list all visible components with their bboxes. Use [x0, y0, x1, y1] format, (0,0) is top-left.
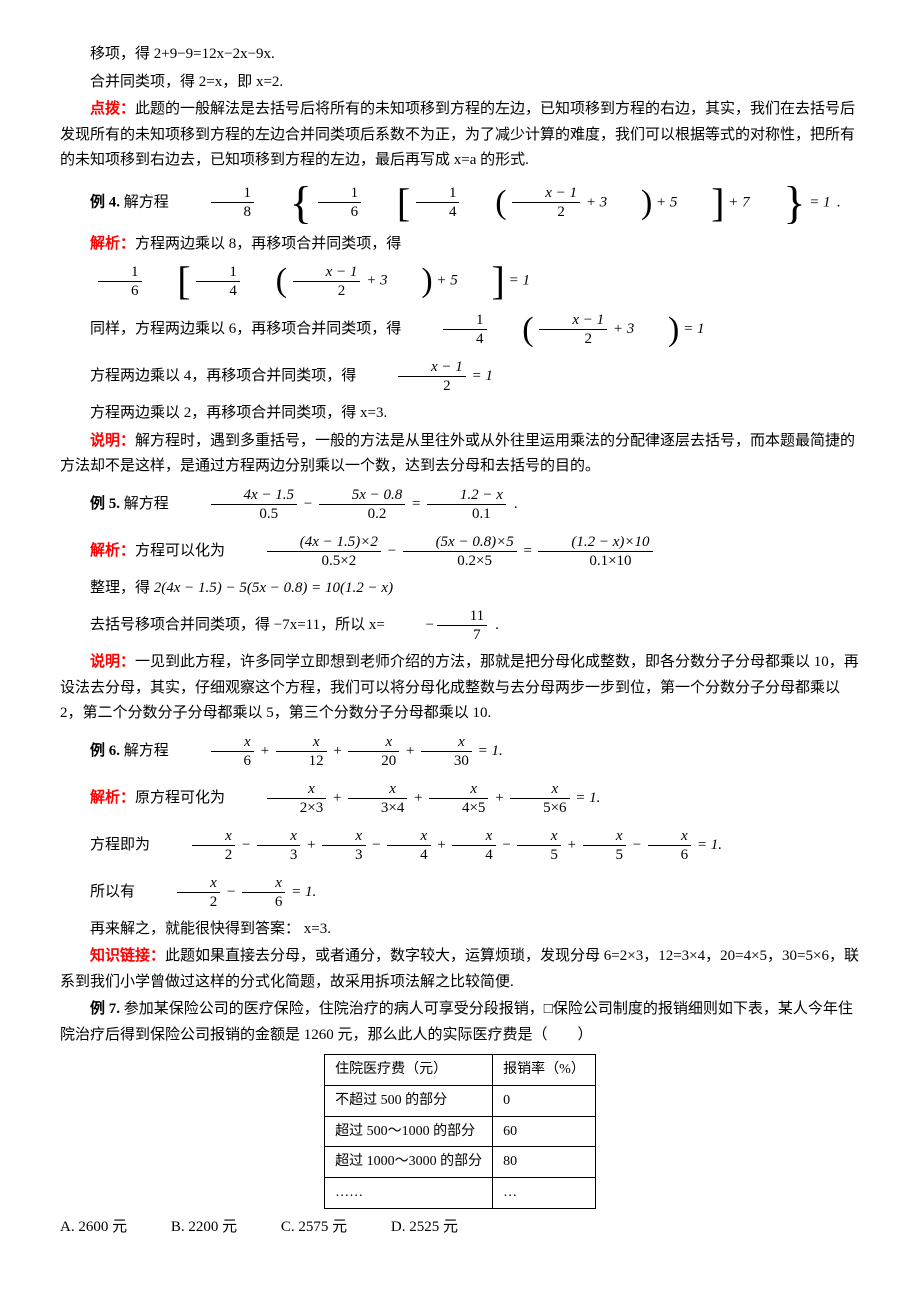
jiexi-label-2: 解析： [90, 542, 135, 558]
ex6-step2: 方程即为 x2 − x3 + x3 − x4 + x4 − x5 + x5 − … [60, 823, 860, 868]
ex6-step3-eq: x2 − x6 = 1. [145, 874, 317, 911]
table-cell: 超过 1000～3000 的部分 [325, 1147, 493, 1178]
dianbo-text: 此题的一般解法是去括号后将所有的未知项移到方程的左边，已知项移到方程的右边，其实… [60, 101, 855, 168]
ex4-step3-eq: x − 12 = 1 [366, 358, 493, 395]
ex5-equation: 4x − 1.50.5 − 5x − 0.80.2 = 1.2 − x0.1 [179, 486, 508, 523]
dianbo-label: 点拨： [90, 101, 135, 117]
ex6-step1-eq: x2×3 + x3×4 + x4×5 + x5×6 = 1. [235, 780, 601, 817]
ex4-step3: 方程两边乘以 4，再移项合并同类项，得 x − 12 = 1 [60, 354, 860, 399]
shuoming-label: 说明： [90, 433, 135, 449]
table-cell: … [493, 1178, 596, 1209]
ex5-step1-eq: (4x − 1.5)×20.5×2 − (5x − 0.8)×50.2×5 = … [235, 533, 655, 570]
ex4-step2-eq: 14 ( x − 12 + 3 ) = 1 [411, 311, 704, 348]
ex4-line: 例 4. 解方程 18 { 16 [ 14 ( x − 12 + 3 ) + 5… [60, 176, 860, 230]
table-cell: …… [325, 1178, 493, 1209]
ex6-equation: x6 + x12 + x20 + x30 = 1. [179, 733, 503, 770]
ex6-step1: 解析：原方程可化为 x2×3 + x3×4 + x4×5 + x5×6 = 1. [60, 776, 860, 821]
ex6-line: 例 6. 解方程 x6 + x12 + x20 + x30 = 1. [60, 729, 860, 774]
ex5-step1: 解析：方程可以化为 (4x − 1.5)×20.5×2 − (5x − 0.8)… [60, 529, 860, 574]
choice-d: D. 2525 元 [391, 1215, 458, 1241]
ex6-step3: 所以有 x2 − x6 = 1. [60, 870, 860, 915]
ex4-label: 例 4. [90, 194, 120, 210]
ex6-step4: 再来解之，就能很快得到答案： x=3. [60, 917, 860, 943]
ex4-step4: 方程两边乘以 2，再移项合并同类项，得 x=3. [60, 401, 860, 427]
ex5-line: 例 5. 解方程 4x − 1.50.5 − 5x − 0.80.2 = 1.2… [60, 482, 860, 527]
reimbursement-table: 住院医疗费（元） 报销率（%） 不超过 500 的部分 0 超过 500～100… [324, 1054, 596, 1209]
choice-b: B. 2200 元 [171, 1215, 237, 1241]
ex6-zhishi: 知识链接：此题如果直接去分母，或者通分，数字较大，运算烦琐，发现分母 6=2×3… [60, 944, 860, 995]
table-cell: 超过 500～1000 的部分 [325, 1116, 493, 1147]
ex7-label: 例 7. [90, 1001, 120, 1017]
ex7-choices: A. 2600 元 B. 2200 元 C. 2575 元 D. 2525 元 [60, 1215, 860, 1241]
table-header-cell: 住院医疗费（元） [325, 1055, 493, 1086]
ex6-step2-eq: x2 − x3 + x3 − x4 + x4 − x5 + x5 − x6 = … [160, 827, 722, 864]
table-header-row: 住院医疗费（元） 报销率（%） [325, 1055, 596, 1086]
shuoming-label-2: 说明： [90, 654, 135, 670]
ex4-step1: 解析：方程两边乘以 8，再移项合并同类项，得 16 [ 14 ( x − 12 … [60, 232, 860, 306]
ex4-step2: 同样，方程两边乘以 6，再移项合并同类项，得 14 ( x − 12 + 3 )… [60, 307, 860, 352]
table-cell: 0 [493, 1085, 596, 1116]
ex5-step3: 去括号移项合并同类项，得 −7x=11，所以 x= −117 . [60, 603, 860, 648]
table-row: 超过 1000～3000 的部分 80 [325, 1147, 596, 1178]
ex4-shuoming: 说明：解方程时，遇到多重括号，一般的方法是从里往外或从外往里运用乘法的分配律逐层… [60, 429, 860, 480]
table-cell: 不超过 500 的部分 [325, 1085, 493, 1116]
jiexi-label-3: 解析： [90, 789, 135, 805]
choice-a: A. 2600 元 [60, 1215, 127, 1241]
table-row: …… … [325, 1178, 596, 1209]
ex5-step2: 整理，得 2(4x − 1.5) − 5(5x − 0.8) = 10(1.2 … [60, 576, 860, 602]
line-2: 合并同类项，得 2=x，即 x=2. [60, 70, 860, 96]
table-row: 不超过 500 的部分 0 [325, 1085, 596, 1116]
table-cell: 80 [493, 1147, 596, 1178]
table-cell: 60 [493, 1116, 596, 1147]
table-header-cell: 报销率（%） [493, 1055, 596, 1086]
line-1: 移项，得 2+9−9=12x−2x−9x. [60, 42, 860, 68]
zhishi-label: 知识链接： [90, 948, 165, 964]
dianbo: 点拨：此题的一般解法是去括号后将所有的未知项移到方程的左边，已知项移到方程的右边… [60, 97, 860, 174]
jiexi-label: 解析： [90, 236, 135, 252]
ex4-step1-eq: 16 [ 14 ( x − 12 + 3 ) + 5 ] = 1 [66, 261, 530, 301]
choice-c: C. 2575 元 [281, 1215, 347, 1241]
ex5-shuoming: 说明：一见到此方程，许多同学立即想到老师介绍的方法，那就是把分母化成整数，即各分… [60, 650, 860, 727]
ex5-answer: −117 [395, 607, 490, 644]
ex4-equation: 18 { 16 [ 14 ( x − 12 + 3 ) + 5 ] + 7 } … [179, 180, 831, 226]
table-row: 超过 500～1000 的部分 60 [325, 1116, 596, 1147]
ex5-step2-eq: 2(4x − 1.5) − 5(5x − 0.8) = 10(1.2 − x) [154, 580, 393, 596]
ex7-line: 例 7. 参加某保险公司的医疗保险，住院治疗的病人可享受分段报销，□保险公司制度… [60, 997, 860, 1048]
ex5-label: 例 5. [90, 495, 120, 511]
ex6-label: 例 6. [90, 742, 120, 758]
